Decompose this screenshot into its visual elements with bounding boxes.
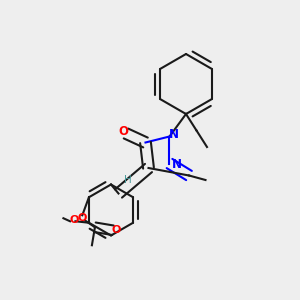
Text: O: O	[111, 225, 121, 235]
Text: N: N	[172, 158, 182, 172]
Text: N: N	[169, 128, 179, 141]
Text: O: O	[78, 213, 87, 223]
Text: O: O	[69, 215, 79, 225]
Text: H: H	[124, 175, 131, 185]
Text: O: O	[118, 125, 128, 139]
